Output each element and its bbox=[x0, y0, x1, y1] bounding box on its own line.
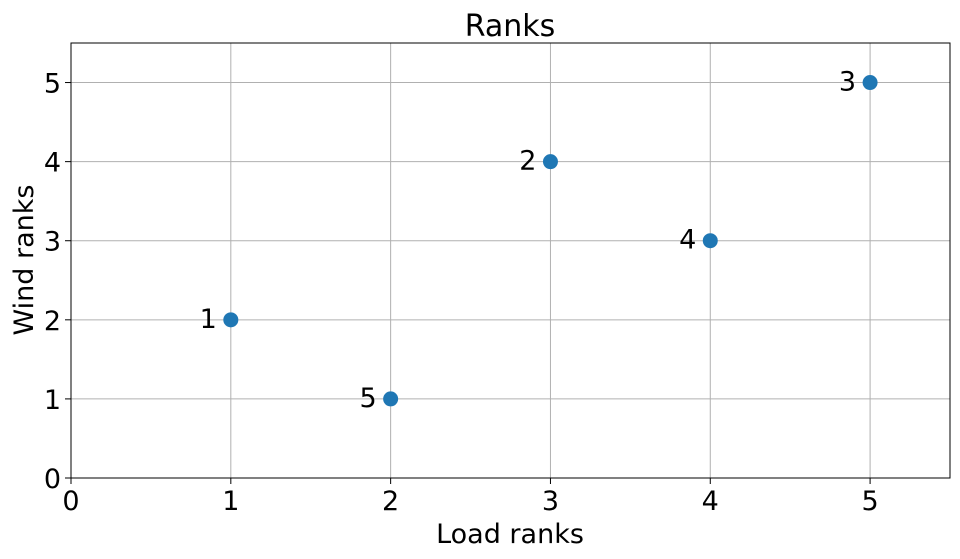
x-axis-ticks: 0 1 2 3 4 5 bbox=[62, 478, 879, 517]
y-axis-ticks: 0 1 2 3 4 5 bbox=[44, 69, 71, 495]
point-label: 2 bbox=[519, 146, 536, 177]
point-label: 5 bbox=[359, 383, 376, 414]
point-label: 1 bbox=[200, 304, 217, 335]
x-tick-label: 4 bbox=[702, 486, 719, 517]
y-tick-label: 2 bbox=[44, 306, 61, 337]
y-tick-label: 3 bbox=[44, 227, 61, 258]
y-axis-label: Wind ranks bbox=[9, 185, 40, 336]
scatter-point bbox=[862, 75, 878, 91]
plot-area bbox=[70, 42, 951, 479]
x-tick-label: 5 bbox=[861, 486, 878, 517]
point-label: 3 bbox=[839, 67, 856, 98]
scatter-point bbox=[542, 154, 558, 170]
point-label: 4 bbox=[679, 225, 696, 256]
y-tick-label: 5 bbox=[44, 69, 61, 100]
y-tick-label: 1 bbox=[44, 385, 61, 416]
y-tick-label: 4 bbox=[44, 148, 61, 179]
x-tick-label: 1 bbox=[222, 486, 239, 517]
scatter-point bbox=[383, 391, 399, 407]
y-tick-label: 0 bbox=[44, 464, 61, 495]
scatter-point bbox=[702, 233, 718, 249]
chart-title: Ranks bbox=[465, 9, 556, 44]
x-axis-label: Load ranks bbox=[436, 519, 584, 550]
x-tick-label: 0 bbox=[62, 486, 79, 517]
grid-lines bbox=[70, 43, 950, 479]
x-tick-label: 2 bbox=[382, 486, 399, 517]
scatter-point bbox=[223, 312, 239, 328]
data-points: 1 2 3 4 5 bbox=[200, 67, 878, 414]
x-tick-label: 3 bbox=[542, 486, 559, 517]
